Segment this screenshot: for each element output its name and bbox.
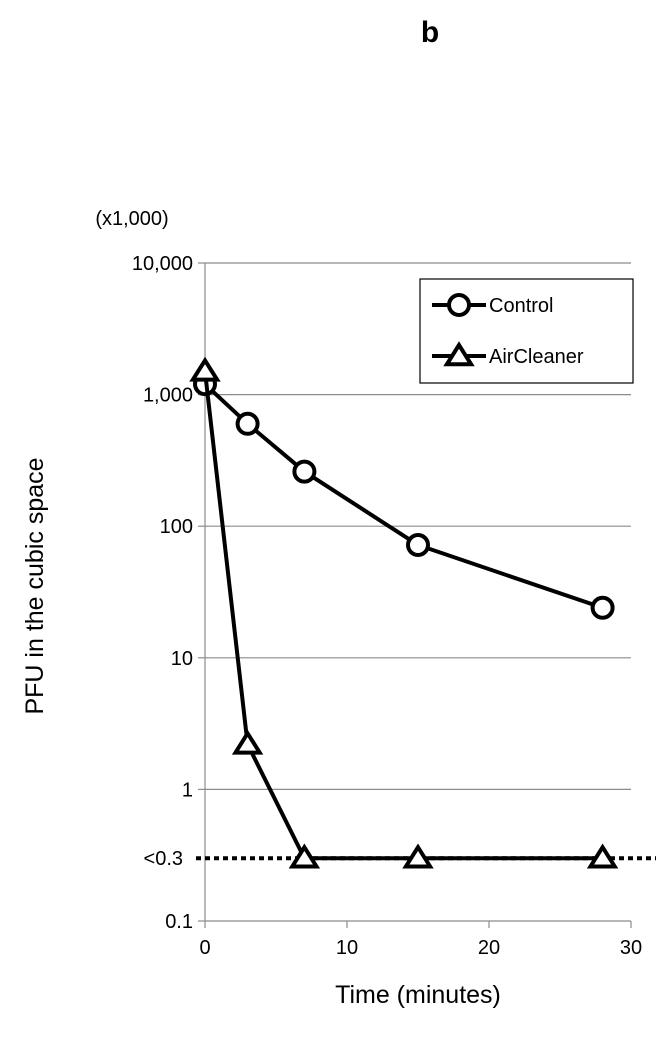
y-tick-label-5: 10,000 [132,253,193,275]
x-tick-label-0: 0 [199,937,210,959]
y-axis-title: PFU in the cubic space [21,457,49,714]
legend: Control AirCleaner [419,278,634,384]
legend-marker-aircleaner [443,341,475,367]
point-control-4 [590,595,615,620]
point-aircleaner-2 [288,843,321,869]
point-control-2 [292,459,317,484]
series-aircleaner [189,356,619,869]
y-tick-label-0: 0.1 [165,911,193,933]
y-tick-label-1: 1 [182,779,193,801]
y-multiplier-label: (x1,000) [95,208,168,230]
x-tick-label-2: 20 [478,937,500,959]
x-tick-label-1: 10 [336,937,358,959]
series-line-aircleaner [203,371,603,861]
x-tick-label-3: 30 [620,937,642,959]
y-tick-label-4: 1,000 [143,385,193,407]
point-aircleaner-3 [402,843,434,869]
point-control-3 [406,532,430,557]
legend-label-control: Control [489,295,553,317]
x-axis-title: Time (minutes) [335,981,501,1009]
point-aircleaner-1 [231,729,264,755]
gridlines [205,262,631,791]
y-tick-label-3: 100 [160,516,193,538]
tick-labels: 0.1 1 10 100 1,000 10,000 0 10 20 30 [132,253,642,959]
series-layer [189,356,619,869]
legend-label-aircleaner: AirCleaner [489,346,584,368]
legend-marker-control [447,293,471,317]
series-line-control [203,382,604,610]
point-aircleaner-4 [586,843,619,869]
y-tick-label-2: 10 [171,648,193,670]
point-aircleaner-0 [189,356,221,382]
point-control-1 [235,411,260,436]
panel-label: b [421,16,439,49]
detection-limit-label: <0.3 [144,848,183,870]
series-control [193,372,615,620]
